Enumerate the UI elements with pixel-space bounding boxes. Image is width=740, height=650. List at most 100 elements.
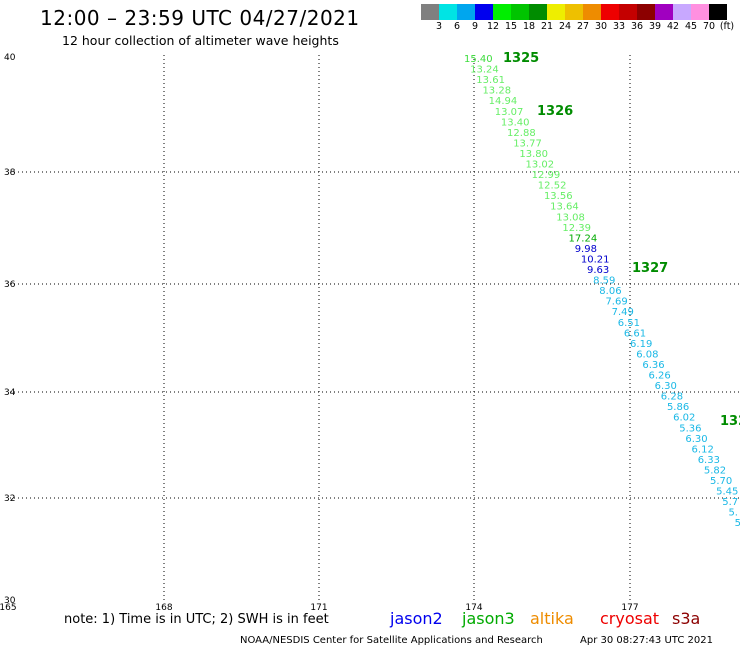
wave-height-value: 6.51 xyxy=(618,318,640,329)
scale-swatch xyxy=(565,4,583,20)
lon-tick-label: 174 xyxy=(465,603,482,613)
wave-height-value: 6.36 xyxy=(642,360,664,371)
lat-tick-label: 36 xyxy=(4,280,16,290)
lat-tick-label: 30 xyxy=(4,596,16,606)
wave-height-value: 17.24 xyxy=(569,233,598,244)
scale-label: 27 xyxy=(576,21,590,32)
scale-label: 24 xyxy=(558,21,572,32)
scale-swatch xyxy=(547,4,565,20)
scale-label: 36 xyxy=(630,21,644,32)
lon-tick-label: 177 xyxy=(621,603,638,613)
scale-swatch xyxy=(691,4,709,20)
satellite-name: jason2 xyxy=(390,609,443,628)
wave-height-value: 6.28 xyxy=(661,392,683,403)
page-title: 12:00 – 23:59 UTC 04/27/2021 xyxy=(40,6,360,30)
lon-tick-label: 171 xyxy=(310,603,327,613)
generated-timestamp: Apr 30 08:27:43 UTC 2021 xyxy=(580,635,713,646)
wave-height-value: 5.70 xyxy=(710,476,732,487)
wave-height-value: 13.61 xyxy=(476,75,505,86)
scale-label: 15 xyxy=(504,21,518,32)
scale-swatch xyxy=(601,4,619,20)
wave-height-value: 13.56 xyxy=(544,191,573,202)
wave-height-value: 6.12 xyxy=(692,444,714,455)
footer-note: note: 1) Time is in UTC; 2) SWH is in fe… xyxy=(64,612,329,627)
wave-height-value: 6.02 xyxy=(673,413,695,424)
scale-swatch xyxy=(529,4,547,20)
wave-height-value: 15.40 xyxy=(464,54,493,65)
wave-height-value: 6.30 xyxy=(655,381,677,392)
lon-tick-label: 168 xyxy=(155,603,172,613)
scale-label: 3 xyxy=(435,21,443,32)
scale-label: 39 xyxy=(648,21,662,32)
satellite-name: jason3 xyxy=(462,609,515,628)
scale-label: 12 xyxy=(486,21,500,32)
scale-swatch xyxy=(457,4,475,20)
wave-height-value: 6.08 xyxy=(636,349,658,360)
scale-label: 30 xyxy=(594,21,608,32)
satellite-name: cryosat xyxy=(600,609,660,628)
scale-swatch xyxy=(655,4,673,20)
wave-height-value: 5. xyxy=(728,508,738,519)
wave-height-value: 12.52 xyxy=(538,181,567,192)
scale-label: (ft) xyxy=(719,21,735,32)
pass-number-label: 132 xyxy=(720,414,740,429)
wave-height-value: 6.61 xyxy=(624,328,646,339)
wave-height-value: 13.08 xyxy=(556,212,585,223)
scale-swatch xyxy=(637,4,655,20)
scale-label: 21 xyxy=(540,21,554,32)
wave-height-value: 5.86 xyxy=(667,402,689,413)
scale-swatch xyxy=(583,4,601,20)
wave-height-value: 13.40 xyxy=(501,117,530,128)
wave-height-value: 8.59 xyxy=(593,276,615,287)
scale-swatch xyxy=(709,4,727,20)
wave-height-value: 5 xyxy=(735,518,740,529)
scale-swatch xyxy=(421,4,439,20)
lat-tick-label: 32 xyxy=(4,494,15,504)
scale-label: 70 xyxy=(702,21,716,32)
pass-number-label: 1326 xyxy=(537,104,573,119)
scale-label: 42 xyxy=(666,21,680,32)
wave-height-value: 6.33 xyxy=(698,455,720,466)
wave-height-value: 12.88 xyxy=(507,128,536,139)
color-scale-legend xyxy=(421,4,727,20)
scale-label: 18 xyxy=(522,21,536,32)
wave-height-value: 12.99 xyxy=(532,170,561,181)
wave-height-value: 13.02 xyxy=(526,160,555,171)
wave-height-value: 12.39 xyxy=(562,223,591,234)
lat-tick-label: 34 xyxy=(4,388,16,398)
pass-number-label: 1327 xyxy=(632,261,668,276)
wave-height-value: 6.19 xyxy=(630,339,652,350)
wave-height-value: 8.06 xyxy=(599,286,621,297)
wave-height-value: 13.80 xyxy=(519,149,548,160)
wave-height-value: 5.82 xyxy=(704,465,726,476)
color-scale-labels: 3 6 9 12 15 18 21 24 27 30 33 36 39 42 45 70 (ft) xyxy=(421,21,740,35)
wave-height-value: 13.77 xyxy=(513,138,542,149)
scale-swatch xyxy=(493,4,511,20)
lat-tick-label: 40 xyxy=(4,53,16,63)
wave-height-value: 6.30 xyxy=(685,434,707,445)
wave-height-value: 13.28 xyxy=(482,86,511,97)
wave-height-value: 10.21 xyxy=(581,254,610,265)
wave-height-value: 5.7 xyxy=(722,497,738,508)
scale-swatch xyxy=(673,4,691,20)
credit-text: NOAA/NESDIS Center for Satellite Applica… xyxy=(240,635,543,646)
wave-height-value: 13.64 xyxy=(550,202,579,213)
satellite-name: s3a xyxy=(672,609,701,628)
wave-height-value: 6.26 xyxy=(649,371,671,382)
wave-height-value: 13.24 xyxy=(470,65,499,76)
satellite-name: altika xyxy=(530,609,574,628)
pass-number-label: 1325 xyxy=(503,51,539,66)
wave-height-value: 13.07 xyxy=(495,107,524,118)
lat-tick-label: 38 xyxy=(4,168,16,178)
scale-swatch xyxy=(475,4,493,20)
scale-label: 6 xyxy=(453,21,461,32)
page-subtitle: 12 hour collection of altimeter wave hei… xyxy=(62,33,339,48)
wave-height-value: 7.69 xyxy=(605,297,627,308)
lon-tick-label: 165 xyxy=(0,603,17,613)
scale-swatch xyxy=(511,4,529,20)
scale-swatch xyxy=(439,4,457,20)
wave-height-value: 14.94 xyxy=(489,96,518,107)
wave-height-value: 5.36 xyxy=(679,423,701,434)
scale-label: 33 xyxy=(612,21,626,32)
